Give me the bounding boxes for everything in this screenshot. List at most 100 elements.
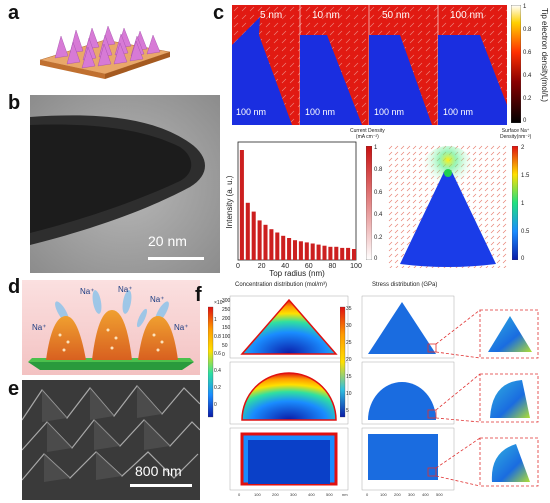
cd-tick-04: 0.4: [374, 212, 383, 218]
conc-xtick-500: 500: [326, 492, 333, 497]
electron-density-simulations: [232, 5, 507, 125]
stress-cb-tick-4: 15: [346, 374, 352, 380]
stress-cb-tick-1: 30: [346, 323, 352, 329]
na-ion-1: Na⁺: [32, 323, 46, 332]
bar-70: [316, 244, 321, 260]
stress-cb-tick-5: 10: [346, 391, 352, 397]
bar-50: [292, 240, 298, 260]
na-ion-2: Na⁺: [80, 287, 94, 296]
bar-20: [257, 220, 262, 260]
sem-scale-label: 800 nm: [135, 463, 182, 479]
sn-tick-05: 0.5: [521, 229, 530, 235]
sim-scale-2: 100 nm: [305, 107, 336, 117]
bar-xtick-60: 60: [305, 263, 313, 270]
sim-label-10nm: 10 nm: [312, 10, 340, 21]
conc-cb-tick-4: 0.4: [214, 368, 221, 374]
conc-xtick-400: 400: [308, 492, 315, 497]
conc-ytick-4: 100: [222, 334, 231, 340]
sim-scale-4: 100 nm: [443, 107, 474, 117]
conc-ytick-5: 50: [222, 343, 228, 349]
tem-scale-label: 20 nm: [148, 233, 187, 249]
stress-cb-tick-3: 20: [346, 357, 352, 363]
panel-label-f: f: [195, 284, 202, 306]
bar-xtick-40: 40: [281, 263, 289, 270]
sim-label-50nm: 50 nm: [382, 10, 410, 21]
sn-tick-2: 2: [521, 145, 525, 151]
stress-cb-tick-2: 25: [346, 340, 352, 346]
conc-axis-nm: nm: [342, 492, 348, 497]
cb-tick-1: 1: [523, 4, 527, 10]
sem-scale-bar: [130, 484, 192, 487]
bar-ylabel: Intensity (a. u.): [225, 175, 234, 228]
sim-scale-1: 100 nm: [236, 107, 267, 117]
stress-xtick-400: 400: [422, 492, 429, 497]
bar-90: [340, 247, 345, 260]
conc-ytick-2: 200: [222, 316, 231, 322]
bar-55: [298, 241, 303, 260]
bar-75: [322, 245, 327, 260]
conc-xtick-100: 100: [254, 492, 261, 497]
bar-40: [281, 235, 286, 260]
na-deposition-schematic: Na⁺ Na⁺ Na⁺ Na⁺ Na⁺: [22, 280, 200, 375]
na-ion-5: Na⁺: [174, 323, 188, 332]
conc-ytick-0: 300: [222, 298, 231, 304]
bar-35: [275, 232, 280, 260]
conc-ytick-3: 150: [222, 325, 231, 331]
surface-na-colorbar: [512, 146, 518, 260]
bar-60: [304, 242, 309, 260]
sim-scale-3: 100 nm: [374, 107, 405, 117]
cb-tick-0: 0: [523, 118, 527, 124]
bar-25: [263, 224, 268, 260]
panel-label-c: c: [213, 2, 225, 24]
bar-95: [346, 247, 351, 260]
bar-xlabel: Top radius (nm): [269, 269, 325, 278]
tem-image: [30, 95, 220, 273]
stress-cb-tick-6: 5: [346, 408, 349, 414]
colorbar-title: Tip electron density(mol/L): [540, 8, 549, 102]
cd-tick-1: 1: [374, 145, 378, 151]
sn-tick-1: 1: [521, 201, 525, 207]
bar-xtick-20: 20: [258, 263, 266, 270]
bar-xtick-0: 0: [236, 263, 240, 270]
conc-cb-tick-3: 0.6: [214, 351, 221, 357]
stress-xtick-100: 100: [380, 492, 387, 497]
cd-tick-0: 0: [374, 256, 378, 262]
bar-15: [251, 211, 256, 260]
conc-cb-tick-0: ×10⁴: [214, 300, 225, 306]
panel-label-d: d: [8, 276, 21, 298]
cb-tick-06: 0.6: [523, 50, 532, 56]
conc-xtick-300: 300: [290, 492, 297, 497]
sem-image: [22, 380, 200, 500]
bar-xtick-80: 80: [329, 263, 337, 270]
bar-30: [269, 229, 274, 260]
cd-tick-06: 0.6: [374, 190, 383, 196]
concentration-title: Concentration distribution (mol/m³): [235, 282, 328, 288]
current-density-colorbar: [366, 146, 372, 260]
sn-tick-0: 0: [521, 256, 525, 262]
bar-5: [239, 150, 244, 260]
conc-cb-tick-1: 1: [214, 317, 217, 323]
na-ion-4: Na⁺: [150, 295, 164, 304]
stress-cb-tick-0: 35: [346, 306, 352, 312]
cb-tick-04: 0.4: [523, 73, 532, 79]
sim-label-100nm: 100 nm: [450, 10, 484, 21]
concentration-maps: 0 100 200 300 400 500 nm: [208, 295, 348, 497]
surface-na-label: Surface Na⁺ Density(nm⁻²): [500, 128, 532, 140]
current-density-label: Current Density (mA cm⁻²): [350, 128, 385, 140]
pyramid-array-schematic: [39, 25, 171, 79]
bar-85: [334, 246, 339, 260]
conc-cb-tick-6: 0: [214, 402, 217, 408]
cd-tick-08: 0.8: [374, 167, 383, 173]
stress-xtick-200: 200: [394, 492, 401, 497]
stress-xtick-0: 0: [366, 492, 369, 497]
conc-xtick-200: 200: [272, 492, 279, 497]
stress-title: Stress distribution (GPa): [372, 282, 438, 288]
conc-cb-tick-2: 0.8: [214, 334, 221, 340]
sn-tick-15: 1.5: [521, 173, 530, 179]
conc-ytick-6: 0: [222, 352, 225, 358]
bar-xtick-100: 100: [350, 263, 362, 270]
cb-tick-08: 0.8: [523, 27, 532, 33]
panel-label-b: b: [8, 92, 21, 114]
bar-80: [328, 246, 333, 260]
bar-100: [351, 249, 357, 260]
